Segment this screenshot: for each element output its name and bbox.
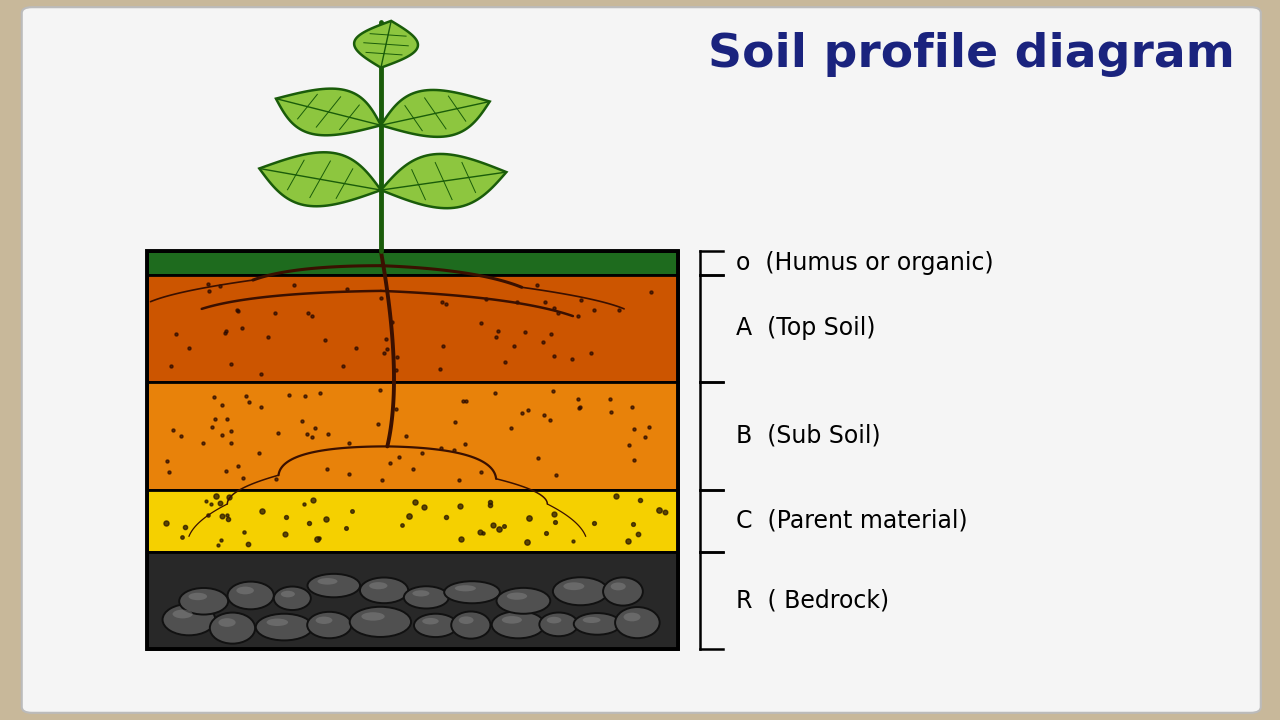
Bar <box>147 552 678 649</box>
Ellipse shape <box>237 587 253 594</box>
Ellipse shape <box>360 577 408 603</box>
Ellipse shape <box>266 618 288 626</box>
Ellipse shape <box>582 617 600 623</box>
Ellipse shape <box>210 613 255 644</box>
Ellipse shape <box>553 577 608 606</box>
Ellipse shape <box>280 591 294 598</box>
Ellipse shape <box>563 582 585 590</box>
Ellipse shape <box>492 611 545 639</box>
Ellipse shape <box>422 618 439 624</box>
Ellipse shape <box>412 590 429 596</box>
Ellipse shape <box>573 613 621 635</box>
Ellipse shape <box>307 574 360 598</box>
Text: Soil profile diagram: Soil profile diagram <box>708 32 1235 78</box>
Ellipse shape <box>623 613 640 621</box>
Ellipse shape <box>404 586 449 608</box>
Polygon shape <box>355 21 419 68</box>
Ellipse shape <box>497 588 550 613</box>
Ellipse shape <box>317 578 338 585</box>
Ellipse shape <box>444 581 500 603</box>
FancyBboxPatch shape <box>22 7 1261 713</box>
Ellipse shape <box>316 616 333 624</box>
Polygon shape <box>276 89 381 135</box>
Ellipse shape <box>547 617 562 624</box>
Ellipse shape <box>349 607 411 637</box>
Ellipse shape <box>539 613 579 636</box>
Ellipse shape <box>616 607 659 638</box>
Bar <box>147 490 678 552</box>
Ellipse shape <box>219 618 236 627</box>
Ellipse shape <box>502 616 522 624</box>
Polygon shape <box>381 154 507 208</box>
Ellipse shape <box>458 616 474 624</box>
Ellipse shape <box>369 582 388 589</box>
Bar <box>147 251 678 275</box>
Ellipse shape <box>274 587 311 610</box>
Ellipse shape <box>507 593 527 600</box>
Ellipse shape <box>228 582 274 609</box>
Ellipse shape <box>361 612 385 621</box>
Ellipse shape <box>611 582 626 590</box>
Ellipse shape <box>452 611 490 639</box>
Text: B  (Sub Soil): B (Sub Soil) <box>736 423 881 448</box>
Polygon shape <box>381 90 490 137</box>
Text: C  (Parent material): C (Parent material) <box>736 509 968 533</box>
Text: A  (Top Soil): A (Top Soil) <box>736 316 876 341</box>
Ellipse shape <box>188 593 207 600</box>
Bar <box>147 251 678 649</box>
Ellipse shape <box>454 585 476 591</box>
Ellipse shape <box>256 613 312 640</box>
Ellipse shape <box>179 588 228 615</box>
Bar <box>147 382 678 490</box>
Ellipse shape <box>603 577 643 606</box>
Ellipse shape <box>163 604 215 635</box>
Text: R  ( Bedrock): R ( Bedrock) <box>736 589 890 613</box>
Ellipse shape <box>307 612 352 638</box>
Ellipse shape <box>413 613 457 637</box>
Bar <box>147 275 678 382</box>
Polygon shape <box>260 153 381 206</box>
Text: o  (Humus or organic): o (Humus or organic) <box>736 251 993 275</box>
Ellipse shape <box>173 610 193 618</box>
